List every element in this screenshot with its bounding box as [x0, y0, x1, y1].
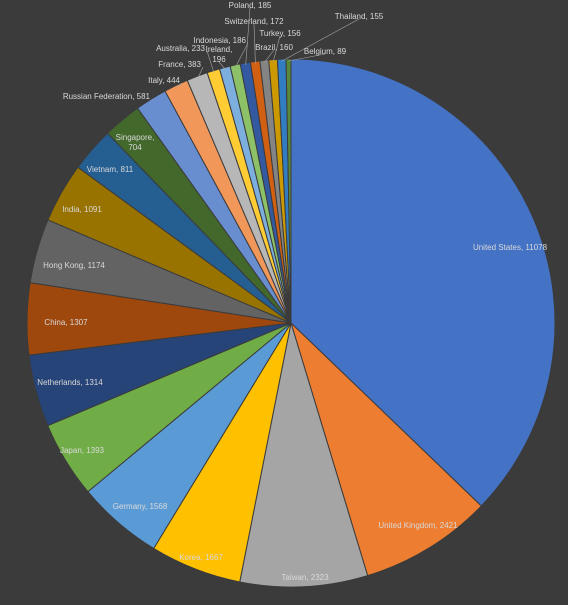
data-label-united-kingdom: United Kingdom, 2421 — [378, 521, 458, 530]
data-label-japan: Japan, 1393 — [60, 446, 105, 455]
data-label-vietnam: Vietnam, 811 — [87, 165, 134, 174]
data-label-china: China, 1307 — [44, 318, 88, 327]
data-label-netherlands: Netherlands, 1314 — [37, 378, 103, 387]
slices-layer — [27, 59, 555, 587]
data-label-poland: Poland, 185 — [229, 1, 272, 10]
data-label-france: France, 383 — [158, 60, 201, 69]
data-label-united-states: United States, 11078 — [473, 243, 548, 252]
data-label-taiwan: Taiwan, 2323 — [281, 573, 329, 582]
data-label-belgium: Belgium, 89 — [304, 47, 347, 56]
data-label-indonesia: Indonesia, 186 — [194, 36, 247, 45]
data-label-thailand: Thailand, 155 — [335, 12, 384, 21]
data-label-germany: Germany, 1568 — [113, 502, 168, 511]
data-label-italy: Italy, 444 — [148, 76, 180, 85]
data-label-korea: Korea, 1667 — [179, 553, 223, 562]
data-label-hong-kong: Hong Kong, 1174 — [43, 261, 105, 270]
data-label-russian-federation: Russian Federation, 581 — [63, 92, 151, 101]
data-label-turkey: Turkey, 156 — [259, 29, 301, 38]
data-label-brazil: Brazil, 160 — [255, 43, 293, 52]
data-label-india: India, 1091 — [62, 205, 102, 214]
data-label-australia: Australia, 233 — [156, 44, 205, 53]
data-label-switzerland: Switzerland, 172 — [224, 17, 284, 26]
data-label-ireland: Ireland,196 — [206, 45, 233, 64]
